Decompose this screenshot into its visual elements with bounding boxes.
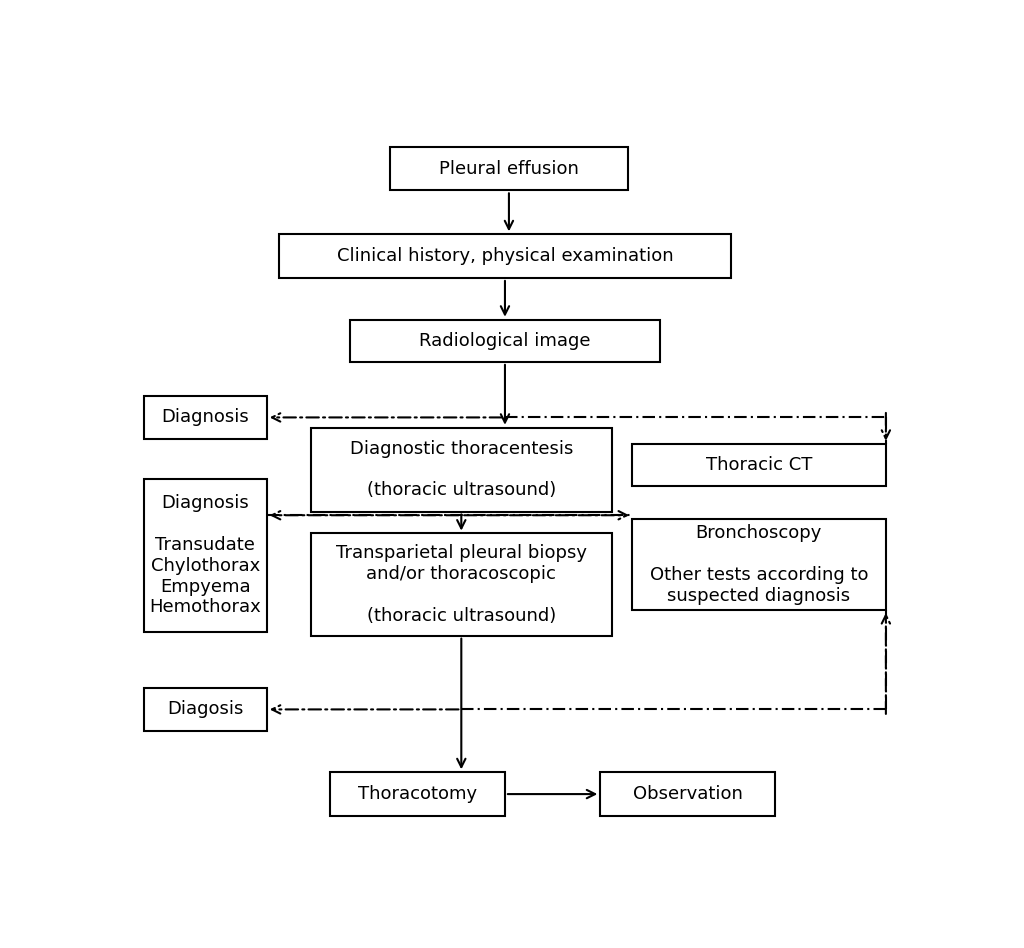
FancyBboxPatch shape (331, 773, 505, 816)
FancyBboxPatch shape (350, 319, 659, 362)
Text: Radiological image: Radiological image (419, 332, 591, 350)
FancyBboxPatch shape (632, 519, 886, 611)
FancyBboxPatch shape (632, 444, 886, 486)
FancyBboxPatch shape (143, 396, 267, 439)
Text: Transparietal pleural biopsy
and/or thoracoscopic

(thoracic ultrasound): Transparietal pleural biopsy and/or thor… (336, 544, 587, 625)
Text: Diagnostic thoracentesis

(thoracic ultrasound): Diagnostic thoracentesis (thoracic ultra… (349, 440, 573, 500)
FancyBboxPatch shape (390, 147, 628, 191)
Text: Diagnosis: Diagnosis (162, 409, 249, 427)
FancyBboxPatch shape (279, 234, 731, 278)
Text: Thoracotomy: Thoracotomy (358, 785, 477, 803)
Text: Bronchoscopy

Other tests according to
suspected diagnosis: Bronchoscopy Other tests according to su… (649, 524, 868, 605)
FancyBboxPatch shape (310, 534, 612, 636)
FancyBboxPatch shape (600, 773, 775, 816)
Text: Pleural effusion: Pleural effusion (439, 159, 579, 177)
Text: Clinical history, physical examination: Clinical history, physical examination (337, 247, 673, 265)
FancyBboxPatch shape (143, 479, 267, 632)
FancyBboxPatch shape (143, 688, 267, 731)
Text: Thoracic CT: Thoracic CT (706, 456, 812, 474)
Text: Observation: Observation (633, 785, 742, 803)
FancyBboxPatch shape (310, 428, 612, 512)
Text: Diagosis: Diagosis (167, 701, 244, 719)
Text: Diagnosis

Transudate
Chylothorax
Empyema
Hemothorax: Diagnosis Transudate Chylothorax Empyema… (150, 495, 261, 616)
